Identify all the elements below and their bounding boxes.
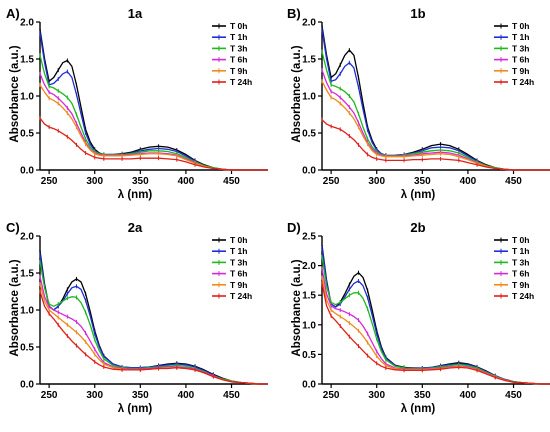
legend-label: T 3h xyxy=(230,257,247,267)
y-tick-label: 1.5 xyxy=(20,269,34,280)
panel-letter: C) xyxy=(6,220,20,235)
x-axis-title: λ (nm) xyxy=(118,189,153,201)
y-tick-label: 2.0 xyxy=(20,18,34,29)
legend-label: T 6h xyxy=(230,269,247,279)
series-line-t-9h xyxy=(321,80,550,171)
legend-label: T 1h xyxy=(230,32,247,42)
legend-label: T 9h xyxy=(230,66,247,76)
y-tick-label: 0.5 xyxy=(20,129,34,140)
y-tick-label: 2.0 xyxy=(20,232,34,243)
panel-title: 2a xyxy=(128,220,143,235)
legend-label: T 24h xyxy=(230,291,252,301)
legend-label: T 24h xyxy=(512,291,534,301)
legend-label: T 6h xyxy=(230,55,247,65)
series-line-t-24h xyxy=(39,291,268,385)
legend-label: T 3h xyxy=(230,43,247,53)
x-tick-label: 400 xyxy=(460,390,477,401)
x-tick-label: 450 xyxy=(505,390,522,401)
y-tick-label: 1.0 xyxy=(302,320,316,331)
legend-label: T 1h xyxy=(512,32,529,42)
y-axis-title: Absorbance (a.u.) xyxy=(291,45,303,142)
legend-label: T 24h xyxy=(512,77,534,87)
x-tick-label: 300 xyxy=(368,390,385,401)
x-tick-label: 300 xyxy=(86,176,103,187)
x-axis-title: λ (nm) xyxy=(401,189,436,201)
legend-label: T 0h xyxy=(512,21,529,31)
y-tick-label: 0.5 xyxy=(302,350,316,361)
x-tick-label: 400 xyxy=(460,176,477,187)
x-tick-label: 400 xyxy=(178,176,195,187)
x-tick-label: 350 xyxy=(414,176,431,187)
panel-letter: B) xyxy=(287,6,301,21)
panel-title: 2b xyxy=(410,220,425,235)
y-tick-label: 2.0 xyxy=(302,18,316,29)
y-axis-title: Absorbance (a.u.) xyxy=(9,45,21,142)
y-axis-title: Absorbance (a.u.) xyxy=(9,259,21,356)
x-tick-label: 250 xyxy=(41,176,58,187)
panel-1a: A) 1a λ (nm) Absorbance (a.u.) 0.0 0.5 1.0… xyxy=(6,6,268,201)
y-tick-label: 0.0 xyxy=(20,380,34,391)
y-tick-label: 0.0 xyxy=(20,166,34,177)
panel-1b: B) 1b λ (nm) Absorbance (a.u.) 0.0 0.5 1.0… xyxy=(287,6,550,201)
legend-label: T 3h xyxy=(512,257,529,267)
y-tick-label: 0.5 xyxy=(20,343,34,354)
x-tick-label: 450 xyxy=(223,390,240,401)
legend-label: T 1h xyxy=(512,246,529,256)
panel-2a: C) 2a λ (nm) Absorbance (a.u.) 0.0 0.5 1.0… xyxy=(6,220,268,415)
x-tick-label: 450 xyxy=(223,176,240,187)
panel-title: 1a xyxy=(128,6,143,21)
y-tick-label: 0.5 xyxy=(302,129,316,140)
x-tick-label: 450 xyxy=(505,176,522,187)
y-tick-label: 1.0 xyxy=(302,92,316,103)
legend-label: T 9h xyxy=(512,280,529,290)
legend-label: T 24h xyxy=(230,77,252,87)
panel-title: 1b xyxy=(410,6,425,21)
x-tick-label: 300 xyxy=(368,176,385,187)
legend-label: T 1h xyxy=(230,246,247,256)
x-tick-label: 350 xyxy=(132,176,149,187)
x-tick-label: 250 xyxy=(323,390,340,401)
x-tick-label: 250 xyxy=(41,390,58,401)
panel-letter: A) xyxy=(6,6,20,21)
x-tick-label: 400 xyxy=(178,390,195,401)
x-axis-title: λ (nm) xyxy=(118,403,153,415)
legend-label: T 3h xyxy=(512,43,529,53)
legend-label: T 0h xyxy=(230,235,247,245)
y-tick-label: 1.5 xyxy=(302,55,316,66)
legend-label: T 0h xyxy=(230,21,247,31)
series-line-t-24h xyxy=(39,117,268,171)
panel-2b: D) 2b λ (nm) Absorbance (a.u.) 0.0 0.5 1.0… xyxy=(287,220,550,415)
y-tick-label: 1.5 xyxy=(302,291,316,302)
legend-label: T 6h xyxy=(512,55,529,65)
legend-label: T 9h xyxy=(512,66,529,76)
y-tick-label: 2.5 xyxy=(302,232,316,243)
y-tick-label: 1.5 xyxy=(20,55,34,66)
y-tick-label: 0.0 xyxy=(302,380,316,391)
x-tick-label: 350 xyxy=(132,390,149,401)
y-axis-title: Absorbance (a.u.) xyxy=(291,259,303,356)
x-axis-title: λ (nm) xyxy=(401,403,436,415)
y-tick-label: 1.0 xyxy=(20,92,34,103)
series-line-t-9h xyxy=(39,84,268,171)
y-tick-label: 2.0 xyxy=(302,261,316,272)
y-tick-label: 0.0 xyxy=(302,166,316,177)
x-tick-label: 300 xyxy=(86,390,103,401)
x-tick-label: 350 xyxy=(414,390,431,401)
legend-label: T 9h xyxy=(230,280,247,290)
legend-label: T 6h xyxy=(512,269,529,279)
x-tick-label: 250 xyxy=(323,176,340,187)
panel-letter: D) xyxy=(287,220,301,235)
y-tick-label: 1.0 xyxy=(20,306,34,317)
legend-label: T 0h xyxy=(512,235,529,245)
